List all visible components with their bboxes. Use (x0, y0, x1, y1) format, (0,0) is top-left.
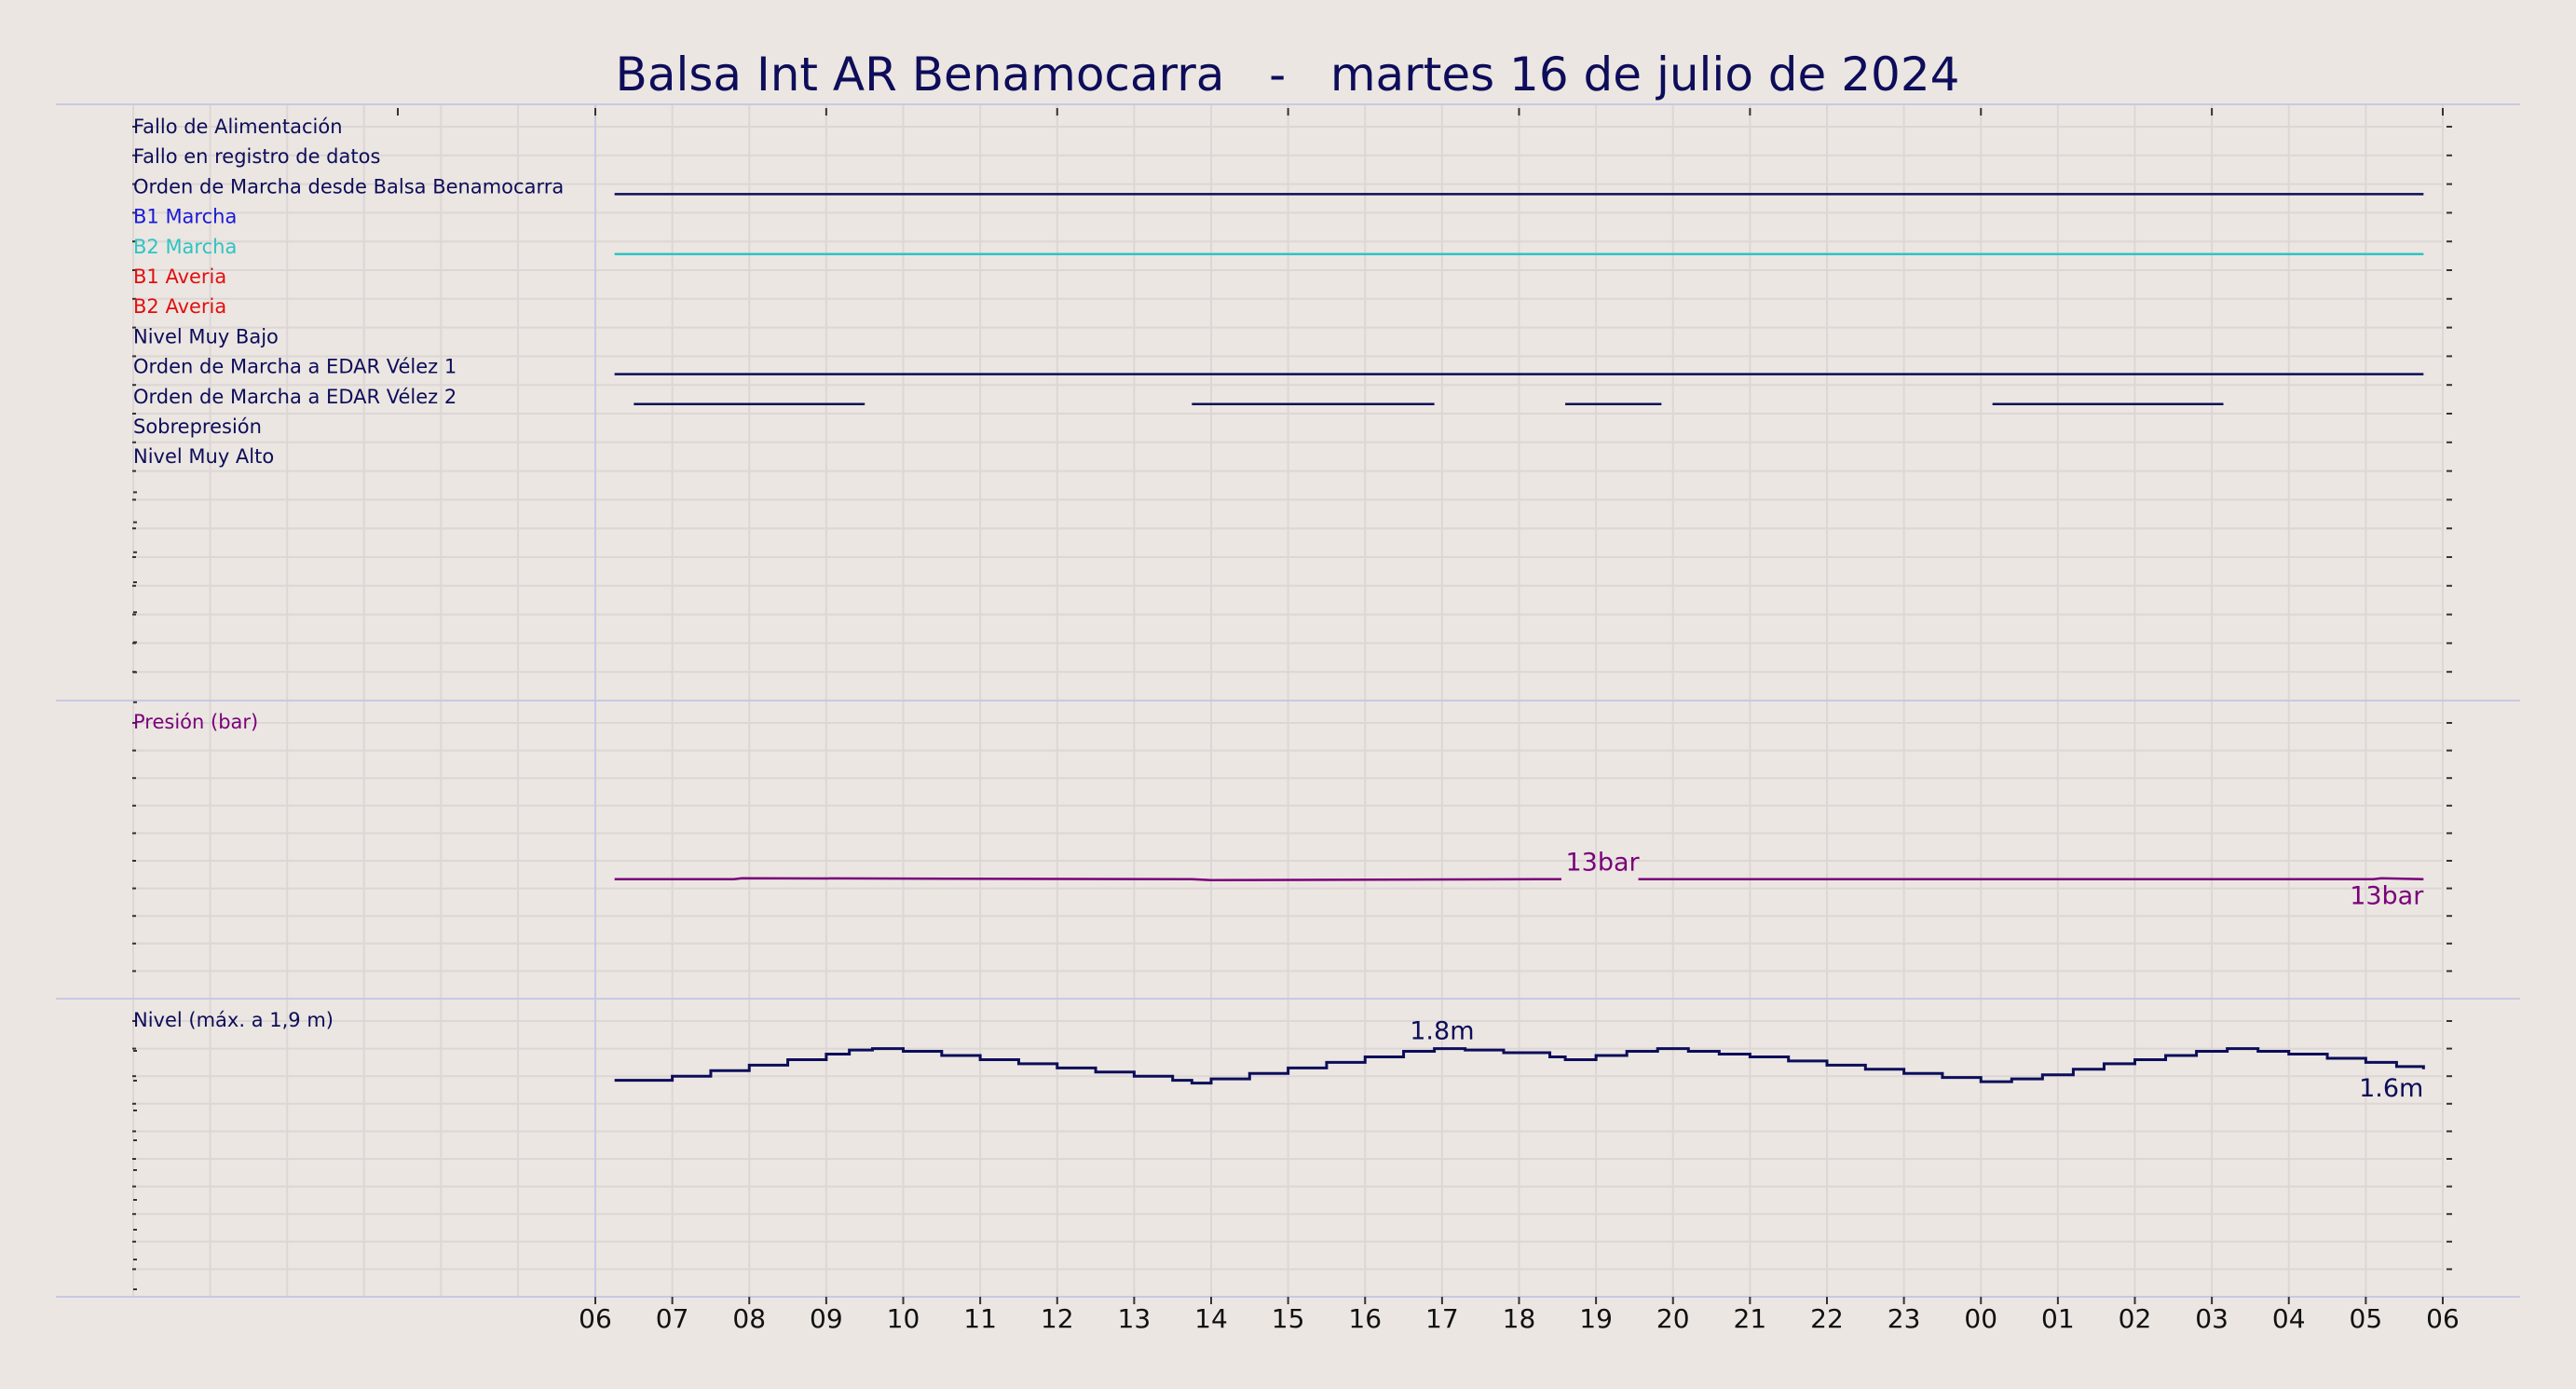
pressure-line (1638, 877, 2424, 880)
level-annotation: 1.6m (2359, 1074, 2423, 1103)
signal-label: B1 Averia (133, 266, 226, 288)
x-tick-label: 13 (1118, 1303, 1152, 1334)
x-tick-label: 14 (1194, 1303, 1228, 1334)
x-tick-label: 00 (1964, 1303, 1997, 1334)
signal-label: B1 Marcha (133, 206, 237, 228)
signal-label: Fallo en registro de datos (133, 145, 380, 168)
signal-label: Orden de Marcha a EDAR Vélez 1 (133, 356, 457, 378)
x-tick-label: 06 (579, 1303, 612, 1334)
pressure-label: Presión (bar) (133, 711, 258, 733)
x-tick-label: 21 (1734, 1303, 1767, 1334)
x-tick-label: 05 (2350, 1303, 2383, 1334)
signal-label: Sobrepresión (133, 415, 262, 438)
signal-label: B2 Averia (133, 295, 226, 318)
x-tick-label: 15 (1272, 1303, 1305, 1334)
x-tick-label: 17 (1425, 1303, 1459, 1334)
x-tick-label: 11 (963, 1303, 997, 1334)
signal-label: Nivel Muy Bajo (133, 325, 279, 347)
chart-title: Balsa Int AR Benamocarra - martes 16 de … (616, 48, 1960, 102)
x-tick-label: 10 (887, 1303, 920, 1334)
x-tick-label: 04 (2272, 1303, 2306, 1334)
level-step-line (614, 1047, 2425, 1085)
x-tick-label: 18 (1503, 1303, 1536, 1334)
signal-label: B2 Marcha (133, 236, 237, 258)
x-axis: 06 07 08 09 10 11 12 13 14 15 16 17 18 19 20 21 22 23 00 01… (579, 1297, 2460, 1334)
level-panel: Nivel (máx. a 1,9 m) 1.8m 1.6m (133, 1009, 2425, 1290)
level-label: Nivel (máx. a 1,9 m) (133, 1009, 334, 1031)
pressure-annotation: 13bar (1565, 849, 1640, 878)
x-tick-label: 16 (1348, 1303, 1382, 1334)
signal-label: Fallo de Alimentación (133, 116, 343, 138)
x-tick-label: 23 (1888, 1303, 1921, 1334)
x-tick-label: 20 (1656, 1303, 1690, 1334)
x-tick-label: 09 (810, 1303, 843, 1334)
x-tick-label: 01 (2041, 1303, 2075, 1334)
x-tick-label: 22 (1810, 1303, 1844, 1334)
pressure-line (614, 877, 1561, 881)
signal-label: Nivel Muy Alto (133, 445, 274, 468)
digital-signals-panel: Fallo de Alimentación Fallo en registro d… (133, 116, 2424, 703)
level-annotation: 1.8m (1410, 1017, 1474, 1046)
x-tick-label: 12 (1041, 1303, 1074, 1334)
x-tick-label: 06 (2426, 1303, 2460, 1334)
x-tick-label: 19 (1579, 1303, 1613, 1334)
signal-label: Orden de Marcha desde Balsa Benamocarra (133, 175, 564, 197)
panel-frames (56, 103, 2520, 1298)
pressure-panel: Presión (bar) 13bar 13bar (133, 711, 2424, 911)
x-tick-label: 03 (2195, 1303, 2228, 1334)
x-tick-label: 02 (2119, 1303, 2152, 1334)
x-tick-label: 07 (656, 1303, 689, 1334)
signal-label: Orden de Marcha a EDAR Vélez 2 (133, 386, 457, 408)
pressure-annotation: 13bar (2350, 882, 2424, 911)
x-tick-label: 08 (732, 1303, 766, 1334)
